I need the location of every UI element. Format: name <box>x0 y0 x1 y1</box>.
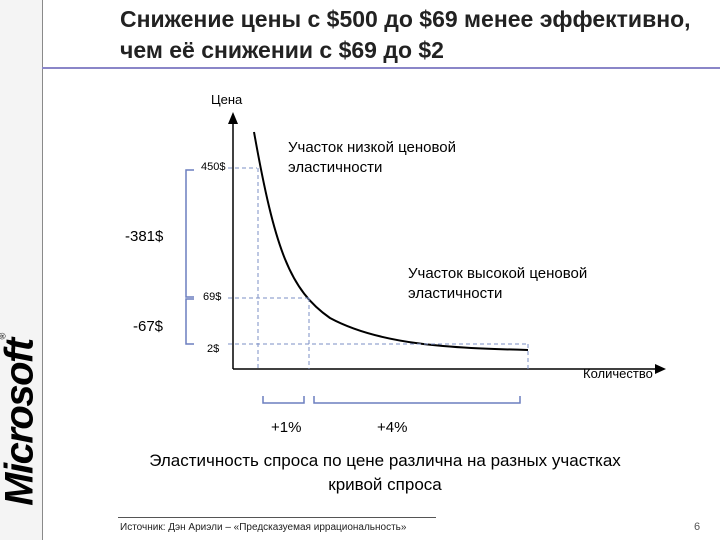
source-citation: Источник: Дэн Ариэли – «Предсказуемая ир… <box>120 522 407 533</box>
price-change-67: -67$ <box>133 318 164 335</box>
quantity-change-1: +1% <box>271 419 302 436</box>
sidebar-divider <box>42 0 43 540</box>
demand-curve <box>253 131 529 351</box>
source-divider <box>118 517 436 518</box>
high-elasticity-label: Участок высокой ценовой эластичности <box>408 265 588 302</box>
price-label-69: 69$ <box>203 291 222 303</box>
price-label-2: 2$ <box>207 343 220 355</box>
price-change-381: -381$ <box>125 228 164 245</box>
title-underline <box>42 67 720 69</box>
quantity-change-4: +4% <box>377 419 408 436</box>
quantity-bracket-left <box>262 396 305 404</box>
price-label-450: 450$ <box>201 161 226 173</box>
low-elasticity-label: Участок низкой ценовой эластичности <box>288 139 457 176</box>
y-axis-arrow <box>228 112 238 124</box>
page-number: 6 <box>694 521 701 533</box>
y-axis-label: Цена <box>211 92 243 107</box>
slide-title: Снижение цены с $500 до $69 менее эффект… <box>120 6 691 63</box>
conclusion-text: Эластичность спроса по цене различна на … <box>149 451 621 494</box>
price-bracket-upper <box>185 169 194 298</box>
x-axis-arrow <box>655 364 666 374</box>
quantity-bracket-right <box>313 396 521 404</box>
sidebar-strip <box>0 0 42 540</box>
price-bracket-lower <box>185 298 194 345</box>
x-axis-label: Количество <box>583 366 653 381</box>
